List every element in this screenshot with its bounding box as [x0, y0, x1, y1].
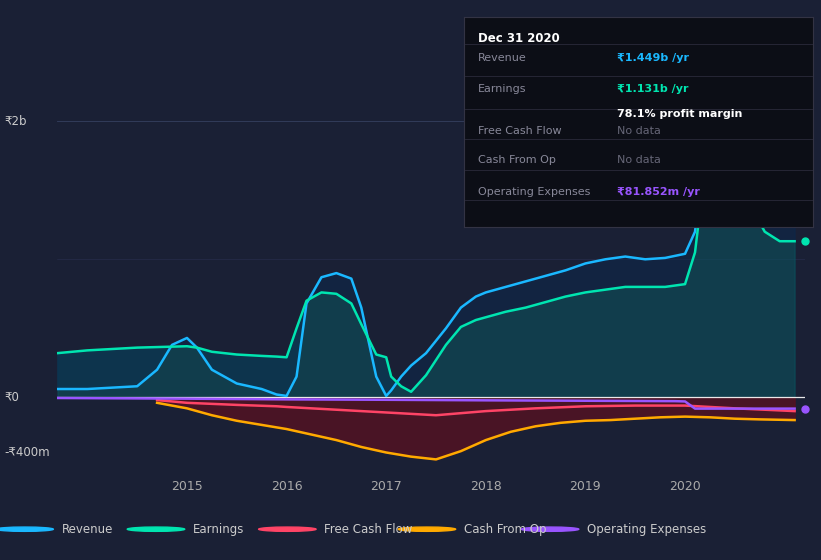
Text: ₹81.852m /yr: ₹81.852m /yr: [617, 187, 700, 197]
Text: ₹1.449b /yr: ₹1.449b /yr: [617, 53, 690, 63]
Circle shape: [0, 527, 53, 531]
Text: Cash From Op: Cash From Op: [478, 156, 556, 165]
Text: -₹400m: -₹400m: [4, 446, 50, 459]
Circle shape: [398, 527, 456, 531]
Text: No data: No data: [617, 156, 661, 165]
Text: Operating Expenses: Operating Expenses: [478, 187, 590, 197]
Text: Earnings: Earnings: [478, 84, 526, 94]
Text: Revenue: Revenue: [478, 53, 526, 63]
Text: Revenue: Revenue: [62, 522, 113, 536]
Circle shape: [521, 527, 579, 531]
Text: Cash From Op: Cash From Op: [464, 522, 546, 536]
Circle shape: [127, 527, 185, 531]
Text: Free Cash Flow: Free Cash Flow: [324, 522, 413, 536]
Text: 78.1% profit margin: 78.1% profit margin: [617, 109, 743, 119]
Text: Earnings: Earnings: [193, 522, 245, 536]
Text: Dec 31 2020: Dec 31 2020: [478, 31, 560, 44]
Text: ₹2b: ₹2b: [4, 115, 26, 128]
Text: ₹0: ₹0: [4, 391, 19, 404]
Text: Operating Expenses: Operating Expenses: [587, 522, 706, 536]
Circle shape: [259, 527, 316, 531]
Text: Free Cash Flow: Free Cash Flow: [478, 126, 562, 136]
Text: ₹1.131b /yr: ₹1.131b /yr: [617, 84, 689, 94]
Text: No data: No data: [617, 126, 661, 136]
